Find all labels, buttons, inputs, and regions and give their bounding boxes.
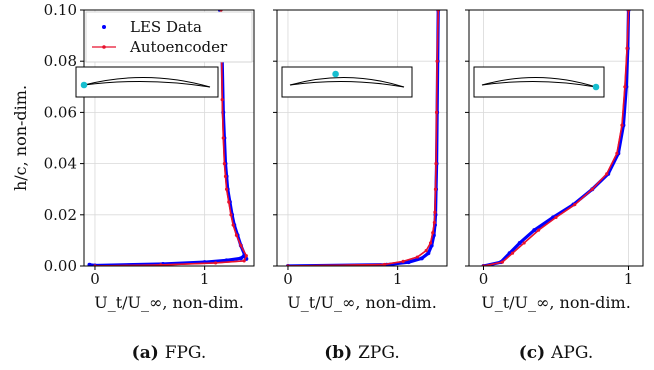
airfoil-inset (281, 66, 413, 98)
x-tick-label: 0 (283, 270, 293, 288)
airfoil-upper-surface (289, 76, 405, 88)
airfoil-upper-surface (83, 77, 211, 88)
panel-caption: (a) FPG. (132, 343, 207, 363)
x-axis-label: U_t/U_∞, non-dim. (481, 293, 631, 312)
series-group (481, 10, 631, 266)
y-tick-label: 0.00 (44, 257, 77, 275)
point-les-data (238, 256, 243, 261)
airfoil-inset (75, 66, 219, 98)
legend-marker-autoencoder (102, 45, 106, 49)
y-tick-label: 0.04 (44, 155, 77, 173)
series-line-les-data (287, 10, 440, 266)
airfoil-lower-surface (481, 80, 597, 88)
airfoil-lower-surface (83, 80, 211, 88)
x-tick-label: 0 (479, 270, 489, 288)
panel-1: 0 1 0.00 0.02 0.04 0.06 0.08 0.10 U_t/U_∞, non-d… (11, 1, 255, 363)
point-les-data (426, 251, 431, 256)
panel-caption: (c) APG. (519, 343, 593, 363)
x-axis-label: U_t/U_∞, non-dim. (94, 293, 244, 312)
point-les-data (517, 240, 522, 245)
panel-3: 0 1 U_t/U_∞, non-dim. (c) APG. (465, 9, 644, 363)
series-line-autoencoder (483, 10, 630, 266)
series-line-les-data (89, 10, 248, 266)
x-tick-label: 1 (393, 270, 403, 288)
series-line-autoencoder-top (94, 10, 248, 266)
legend-marker-les-data (102, 25, 106, 29)
airfoil-inset (473, 66, 605, 98)
series-line-les-data (483, 10, 631, 266)
point-les-data (532, 228, 537, 233)
y-axis-label: h/c, non-dim. (11, 85, 30, 191)
airfoil-probe-marker (80, 81, 88, 89)
airfoil-probe-marker (332, 70, 339, 78)
series-line-autoencoder-top (483, 10, 630, 266)
series-line-autoencoder-top (287, 10, 440, 266)
legend: LES Data Autoencoder (85, 11, 253, 63)
panel-2: 0 1 U_t/U_∞, non-dim. (b) ZPG. (273, 9, 448, 363)
y-tick-label: 0.10 (44, 1, 77, 19)
y-tick-label: 0.08 (44, 52, 77, 70)
legend-box (85, 11, 253, 63)
point-les-data (87, 262, 92, 266)
legend-label-les-data: LES Data (130, 18, 202, 36)
x-tick-label: 1 (200, 270, 210, 288)
airfoil-probe-marker (592, 83, 600, 91)
panel-caption: (b) ZPG. (324, 343, 400, 363)
point-les-data (406, 260, 411, 265)
x-axis-label: U_t/U_∞, non-dim. (287, 293, 437, 312)
airfoil-upper-surface (481, 76, 597, 88)
y-tick-label: 0.06 (44, 103, 77, 121)
x-tick-label: 0 (90, 270, 100, 288)
series-group (87, 10, 249, 266)
x-tick-label: 1 (624, 270, 634, 288)
series-line-autoencoder (287, 10, 439, 266)
y-tick-label: 0.02 (44, 206, 77, 224)
axes-frame (468, 9, 644, 267)
airfoil-lower-surface (289, 80, 405, 88)
axes-frame (83, 9, 255, 267)
axes-frame (276, 9, 448, 267)
legend-label-autoencoder: Autoencoder (129, 38, 228, 56)
series-group (285, 10, 441, 266)
point-les-data (419, 256, 424, 261)
